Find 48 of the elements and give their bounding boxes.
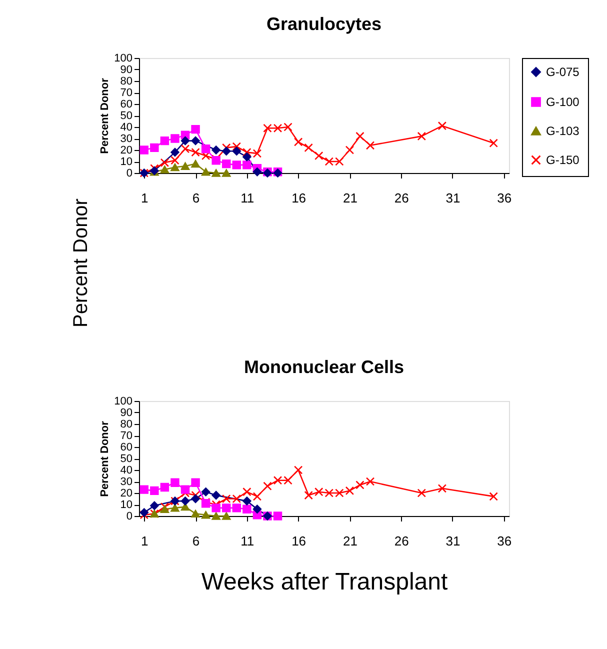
x-tick-label: 21 bbox=[342, 534, 358, 548]
x-tick-label: 11 bbox=[240, 190, 254, 206]
chart-title: Mononuclear Cells bbox=[244, 357, 404, 377]
legend-label: G-075 bbox=[546, 65, 580, 79]
y-tick-label: 70 bbox=[120, 87, 132, 99]
y-tick-label: 0 bbox=[126, 510, 132, 522]
x-tick-label: 31 bbox=[446, 190, 460, 206]
y-tick-label: 40 bbox=[120, 464, 132, 476]
y-tick-label: 30 bbox=[120, 476, 132, 488]
x-tick-label: 11 bbox=[240, 534, 254, 548]
y-tick-label: 50 bbox=[120, 453, 132, 465]
y-axis-title: Percent Donor bbox=[99, 77, 112, 154]
x-tick-label: 31 bbox=[446, 534, 460, 548]
text: Percent Donor bbox=[70, 198, 92, 328]
x-tick-label: 26 bbox=[394, 190, 409, 206]
x-tick-label: 6 bbox=[192, 534, 200, 548]
x-tick-label: 16 bbox=[292, 534, 306, 548]
y-tick-label: 100 bbox=[114, 396, 132, 408]
y-tick-label: 10 bbox=[120, 156, 132, 168]
y-tick-label: 40 bbox=[120, 122, 132, 134]
x-tick-label: 21 bbox=[342, 190, 358, 206]
y-tick-label: 30 bbox=[120, 133, 132, 145]
y-tick-label: 70 bbox=[120, 430, 132, 442]
y-tick-label: 90 bbox=[120, 407, 132, 419]
y-tick-label: 0 bbox=[126, 168, 132, 180]
y-tick-label: 100 bbox=[114, 52, 132, 64]
y-tick-label: 50 bbox=[120, 110, 132, 122]
x-tick-label: 36 bbox=[497, 190, 512, 206]
y-tick-label: 10 bbox=[120, 499, 132, 511]
legend-label: G-103 bbox=[546, 124, 580, 138]
y-axis-title: Percent Donor bbox=[99, 420, 112, 497]
x-tick-label: 1 bbox=[141, 534, 148, 548]
x-tick-label: 36 bbox=[497, 534, 512, 548]
y-tick-label: 80 bbox=[120, 76, 132, 88]
y-tick-label: 60 bbox=[120, 98, 132, 110]
y-tick-label: 20 bbox=[120, 144, 132, 156]
chart-title: Granulocytes bbox=[266, 14, 382, 34]
x-axis-title: Weeks after Transplant bbox=[201, 568, 448, 596]
x-tick-label: 6 bbox=[192, 190, 200, 206]
legend-label: G-100 bbox=[546, 95, 580, 109]
legend-label: G-150 bbox=[546, 153, 580, 167]
x-tick-label: 16 bbox=[292, 190, 306, 206]
y-tick-label: 20 bbox=[120, 488, 132, 500]
x-tick-label: 26 bbox=[394, 534, 409, 548]
y-tick-label: 80 bbox=[120, 418, 132, 430]
y-tick-label: 60 bbox=[120, 442, 132, 454]
x-tick-label: 1 bbox=[141, 190, 148, 206]
y-tick-label: 90 bbox=[120, 64, 132, 76]
